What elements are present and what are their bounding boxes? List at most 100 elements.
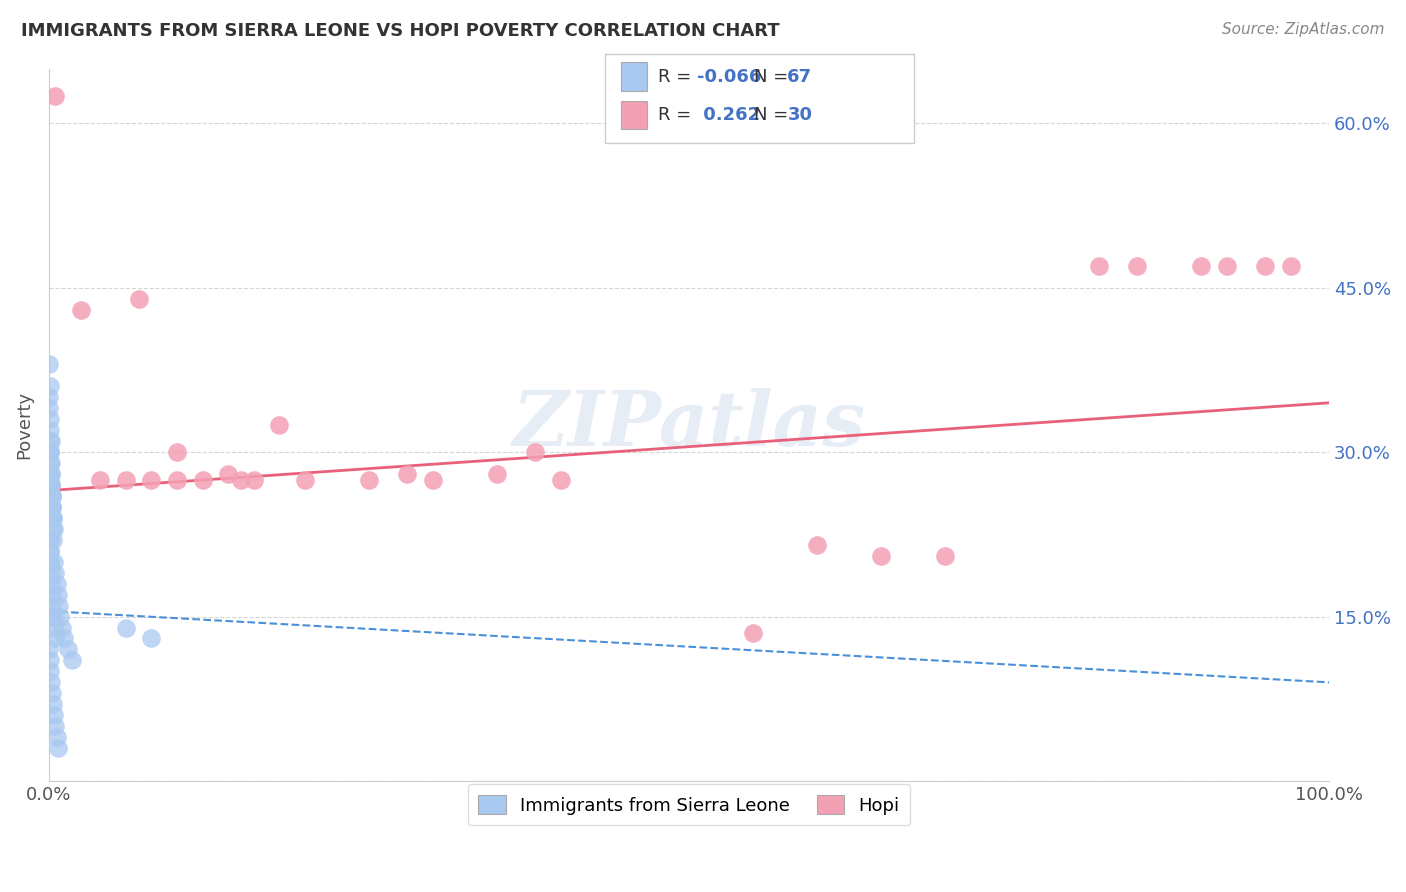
Point xyxy=(89,473,111,487)
Point xyxy=(39,609,62,624)
Point xyxy=(39,478,62,492)
Point xyxy=(42,621,65,635)
Point xyxy=(114,621,136,635)
Point xyxy=(39,467,62,481)
Point xyxy=(870,549,893,564)
Point xyxy=(38,533,60,547)
Point xyxy=(53,632,76,646)
Point xyxy=(51,621,73,635)
Point xyxy=(396,467,419,481)
Point xyxy=(114,473,136,487)
Point xyxy=(44,89,66,103)
Point xyxy=(44,719,66,733)
Point xyxy=(38,533,60,547)
Point xyxy=(39,675,62,690)
Point xyxy=(141,473,163,487)
Text: N =: N = xyxy=(754,68,793,86)
Point xyxy=(742,626,765,640)
Text: R =: R = xyxy=(658,106,697,124)
Point xyxy=(38,423,60,437)
Point xyxy=(48,599,70,613)
Point xyxy=(42,522,65,536)
Point xyxy=(166,473,188,487)
Point xyxy=(41,599,63,613)
Point xyxy=(46,741,69,756)
Point xyxy=(806,538,828,552)
Point xyxy=(485,467,508,481)
Text: -0.066: -0.066 xyxy=(697,68,762,86)
Point xyxy=(242,473,264,487)
Point xyxy=(422,473,444,487)
Point xyxy=(39,434,62,449)
Point xyxy=(39,456,62,470)
Text: N =: N = xyxy=(754,106,793,124)
Point xyxy=(229,473,252,487)
Text: 67: 67 xyxy=(787,68,813,86)
Point xyxy=(217,467,239,481)
Point xyxy=(38,653,60,667)
Point xyxy=(41,500,63,514)
Text: 30: 30 xyxy=(787,106,813,124)
Point xyxy=(550,473,572,487)
Point xyxy=(70,302,93,317)
Point xyxy=(39,478,62,492)
Point xyxy=(45,576,67,591)
Text: IMMIGRANTS FROM SIERRA LEONE VS HOPI POVERTY CORRELATION CHART: IMMIGRANTS FROM SIERRA LEONE VS HOPI POV… xyxy=(21,22,780,40)
Point xyxy=(1189,259,1212,273)
Point xyxy=(1279,259,1302,273)
Point xyxy=(41,511,63,525)
Point xyxy=(44,566,66,580)
Point xyxy=(39,576,62,591)
Point xyxy=(39,456,62,470)
Point xyxy=(44,632,66,646)
Point xyxy=(42,555,65,569)
Point xyxy=(934,549,956,564)
Point xyxy=(41,500,63,514)
Point xyxy=(42,533,65,547)
Point xyxy=(39,544,62,558)
Point xyxy=(39,566,62,580)
Point xyxy=(39,434,62,449)
Text: R =: R = xyxy=(658,68,697,86)
Point xyxy=(166,445,188,459)
Point xyxy=(39,665,62,679)
Point xyxy=(39,467,62,481)
Point xyxy=(49,609,72,624)
Point xyxy=(42,511,65,525)
Point xyxy=(41,489,63,503)
Point xyxy=(60,653,83,667)
Point xyxy=(38,390,60,404)
Point xyxy=(38,358,60,372)
Point xyxy=(38,412,60,426)
Point xyxy=(39,445,62,459)
Point xyxy=(38,642,60,657)
Point xyxy=(39,555,62,569)
Point xyxy=(1215,259,1237,273)
Point xyxy=(191,473,214,487)
Text: Source: ZipAtlas.com: Source: ZipAtlas.com xyxy=(1222,22,1385,37)
Point xyxy=(39,445,62,459)
Point xyxy=(41,588,63,602)
Point xyxy=(39,445,62,459)
Point xyxy=(1254,259,1277,273)
Point xyxy=(42,609,65,624)
Legend: Immigrants from Sierra Leone, Hopi: Immigrants from Sierra Leone, Hopi xyxy=(468,784,911,825)
Point xyxy=(45,730,67,744)
Point xyxy=(42,698,65,712)
Point xyxy=(39,544,62,558)
Point xyxy=(269,417,291,432)
Point xyxy=(42,522,65,536)
Point xyxy=(1087,259,1109,273)
Point xyxy=(41,686,63,700)
Text: ZIPatlas: ZIPatlas xyxy=(512,388,866,462)
Point xyxy=(1126,259,1149,273)
Point xyxy=(357,473,380,487)
Point xyxy=(56,642,79,657)
Point xyxy=(524,445,547,459)
Y-axis label: Poverty: Poverty xyxy=(15,391,32,458)
Point xyxy=(39,555,62,569)
Point xyxy=(39,478,62,492)
Point xyxy=(41,489,63,503)
Point xyxy=(42,708,65,723)
Point xyxy=(128,292,150,306)
